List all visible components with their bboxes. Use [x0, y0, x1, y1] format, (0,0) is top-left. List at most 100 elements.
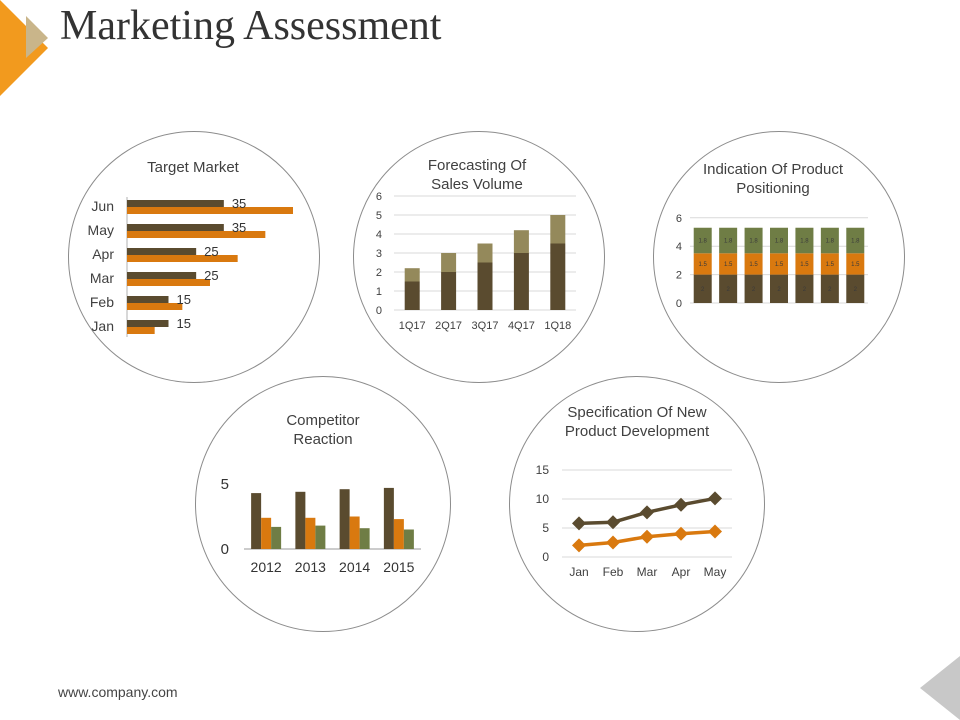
- bar-series-1: [719, 274, 738, 303]
- tick-label: Apr: [92, 246, 114, 262]
- tick-label: 3Q17: [472, 320, 499, 332]
- tick-label: Jun: [91, 198, 114, 214]
- bar-series-3: [719, 227, 738, 254]
- bar-series-2: [846, 253, 865, 275]
- data-label: 1.5: [800, 262, 809, 268]
- data-label: 1.5: [724, 262, 733, 268]
- chart-title: Product Development: [565, 423, 710, 440]
- data-label: 2: [828, 287, 832, 293]
- tick-label: 2013: [295, 559, 326, 575]
- bar-series-1: [513, 253, 529, 310]
- data-label: 1.8: [775, 239, 784, 245]
- corner-accent-bottom-right: [920, 656, 960, 720]
- line-marker-series-2: [640, 529, 654, 544]
- corner-tan-arrow: [26, 16, 48, 58]
- bar-series-1: [477, 262, 493, 310]
- tick-label: 0: [676, 298, 682, 310]
- tick-label: 0: [542, 550, 549, 564]
- tick-label: 2Q17: [435, 320, 462, 332]
- bar-series-3: [359, 528, 370, 549]
- data-label: 1.5: [775, 262, 784, 268]
- tick-label: Feb: [90, 294, 114, 310]
- bar-series-1: [127, 296, 169, 303]
- bar-series-1: [846, 274, 865, 303]
- tick-label: 4: [376, 229, 382, 241]
- data-label: 15: [177, 316, 191, 331]
- data-label: 1.8: [800, 239, 809, 245]
- bar-series-1: [251, 493, 262, 549]
- tick-label: 1Q18: [544, 320, 571, 332]
- chart-title: Forecasting Of: [428, 157, 527, 174]
- tick-label: 5: [221, 476, 229, 493]
- tick-label: 4: [676, 241, 682, 253]
- tick-label: 2012: [251, 559, 282, 575]
- tick-label: 2: [676, 270, 682, 282]
- bar-series-2: [127, 303, 183, 310]
- bar-series-3: [770, 227, 788, 254]
- bar-series-3: [315, 525, 326, 549]
- data-label: 1.8: [724, 239, 733, 245]
- bar-series-3: [820, 227, 839, 254]
- bar-series-1: [820, 274, 839, 303]
- bar-series-2: [719, 253, 738, 275]
- bar-series-2: [744, 253, 763, 275]
- tick-label: 0: [221, 541, 229, 558]
- bar-series-1: [127, 272, 197, 279]
- bar-series-2: [513, 230, 529, 253]
- tick-label: Mar: [90, 270, 114, 286]
- bar-series-1: [404, 281, 420, 310]
- bar-series-2: [349, 516, 360, 549]
- tick-label: Feb: [603, 565, 624, 579]
- data-label: 25: [204, 268, 218, 283]
- chart-title: Specification Of New: [567, 404, 706, 421]
- tick-label: Mar: [637, 565, 658, 579]
- data-label: 1.5: [826, 262, 835, 268]
- tick-label: 2014: [339, 559, 370, 575]
- data-label: 1.8: [826, 239, 835, 245]
- bar-series-1: [127, 248, 197, 255]
- footer-url: www.company.com: [58, 684, 178, 700]
- line-marker-series-2: [708, 524, 722, 539]
- corner-accent-top-left: [0, 0, 48, 96]
- data-label: 1.8: [699, 239, 708, 245]
- bar-series-1: [744, 274, 763, 303]
- bar-series-2: [127, 231, 266, 238]
- data-label: 1.8: [851, 239, 860, 245]
- bar-series-1: [127, 320, 169, 327]
- line-marker-series-2: [572, 538, 586, 553]
- data-label: 35: [232, 220, 246, 235]
- tick-label: 3: [376, 248, 382, 260]
- bar-series-2: [261, 517, 272, 549]
- bar-series-2: [393, 519, 404, 549]
- corner-gold-triangle: [0, 0, 48, 96]
- tick-label: Jan: [569, 565, 588, 579]
- bar-series-2: [127, 279, 210, 286]
- bar-series-2: [477, 243, 493, 263]
- tick-label: 10: [536, 492, 550, 506]
- tick-label: May: [88, 222, 114, 238]
- bar-series-3: [744, 227, 763, 254]
- data-label: 2: [777, 287, 781, 293]
- line-marker-series-2: [674, 526, 688, 541]
- data-label: 1.5: [851, 262, 860, 268]
- data-label: 1.5: [699, 262, 708, 268]
- bar-series-1: [795, 274, 814, 303]
- bar-series-3: [846, 227, 865, 254]
- data-label: 2: [726, 287, 730, 293]
- bar-series-1: [127, 224, 224, 231]
- bar-series-1: [550, 243, 566, 310]
- data-label: 2: [854, 287, 858, 293]
- bar-series-3: [693, 227, 712, 254]
- data-label: 1.5: [749, 262, 758, 268]
- tick-label: Apr: [672, 565, 691, 579]
- data-label: 2: [803, 287, 807, 293]
- bar-series-1: [127, 200, 224, 207]
- tick-label: 6: [676, 213, 682, 225]
- bar-series-1: [441, 272, 457, 310]
- bar-series-2: [795, 253, 814, 275]
- line-marker-series-1: [674, 497, 688, 512]
- data-label: 35: [232, 196, 246, 211]
- tick-label: 2015: [383, 559, 414, 575]
